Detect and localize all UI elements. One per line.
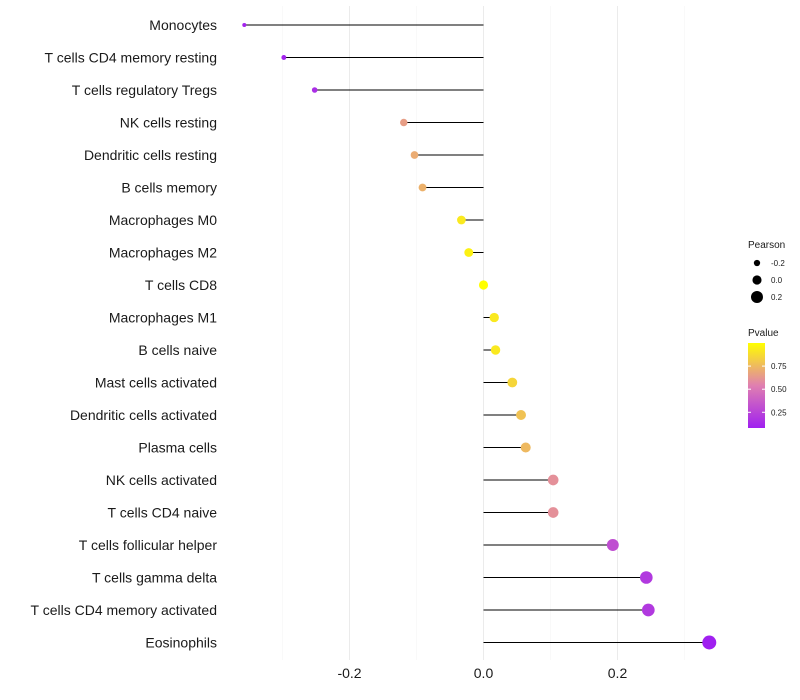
lollipop-dot: [418, 183, 427, 192]
lollipop-dot: [547, 507, 559, 518]
lollipop-dot: [490, 345, 501, 355]
size-legend-title: Pearson: [748, 240, 785, 251]
color-legend-label: 0.75: [771, 362, 787, 371]
category-label: NK cells activated: [106, 472, 217, 488]
x-axis-ticks: -0.2 0.0 0.2: [337, 665, 627, 681]
category-label: B cells memory: [121, 180, 217, 196]
x-tick-label: 0.0: [474, 665, 494, 681]
category-label: T cells CD4 memory activated: [31, 602, 217, 618]
category-label: Monocytes: [149, 17, 217, 33]
category-label: Macrophages M1: [109, 310, 217, 326]
category-label: T cells gamma delta: [92, 570, 217, 586]
size-legend-dot: [752, 275, 762, 285]
size-legend-dot: [753, 259, 761, 267]
color-legend-label: 0.50: [771, 385, 787, 394]
category-label: B cells naive: [138, 342, 217, 358]
size-legend-label: 0.2: [771, 293, 783, 302]
category-label: Plasma cells: [138, 440, 217, 456]
category-label: T cells regulatory Tregs: [72, 82, 217, 98]
grid-lines: [282, 6, 685, 660]
category-label: Dendritic cells resting: [84, 147, 217, 163]
lollipop-dot: [311, 87, 318, 93]
size-legend-dot: [751, 291, 763, 303]
lollipop-dot: [516, 410, 526, 420]
lollipop-dot: [410, 151, 419, 159]
category-label: Mast cells activated: [95, 375, 217, 391]
lollipop-dot: [520, 442, 531, 453]
x-tick-label: -0.2: [337, 665, 361, 681]
lollipop-dot: [457, 215, 466, 225]
category-label: Eosinophils: [145, 635, 217, 651]
x-tick-label: 0.2: [608, 665, 628, 681]
color-legend: Pvalue 0.25 0.50 0.75: [748, 328, 787, 428]
lollipop-dot: [641, 603, 655, 617]
category-label: Macrophages M2: [109, 245, 217, 261]
lollipop-dot: [489, 312, 499, 323]
size-legend-label: 0.0: [771, 276, 783, 285]
color-legend-label: 0.25: [771, 408, 787, 417]
color-legend-bar: [748, 343, 765, 428]
lollipop-dot: [281, 55, 287, 60]
lollipop-stems: [244, 24, 710, 643]
category-label: NK cells resting: [120, 115, 217, 131]
lollipop-dot: [702, 635, 717, 650]
lollipop-dots: [242, 22, 717, 650]
category-label: T cells CD4 memory resting: [45, 50, 217, 66]
lollipop-dot: [507, 377, 518, 388]
lollipop-dot: [400, 118, 408, 127]
category-label: T cells follicular helper: [79, 537, 218, 553]
category-labels: Monocytes T cells CD4 memory resting T cel…: [31, 17, 218, 651]
lollipop-dot: [478, 280, 489, 290]
lollipop-dot: [606, 539, 619, 551]
category-label: T cells CD8: [145, 277, 217, 293]
color-legend-title: Pvalue: [748, 328, 779, 339]
size-legend: Pearson -0.2 0.0 0.2: [748, 240, 785, 303]
lollipop-dot: [547, 474, 559, 486]
category-label: T cells CD4 naive: [108, 505, 218, 521]
lollipop-dot: [242, 22, 247, 28]
category-label: Macrophages M0: [109, 212, 217, 228]
size-legend-label: -0.2: [771, 259, 785, 268]
lollipop-dot: [464, 248, 474, 257]
category-label: Dendritic cells activated: [70, 407, 217, 423]
lollipop-dot: [640, 571, 653, 584]
